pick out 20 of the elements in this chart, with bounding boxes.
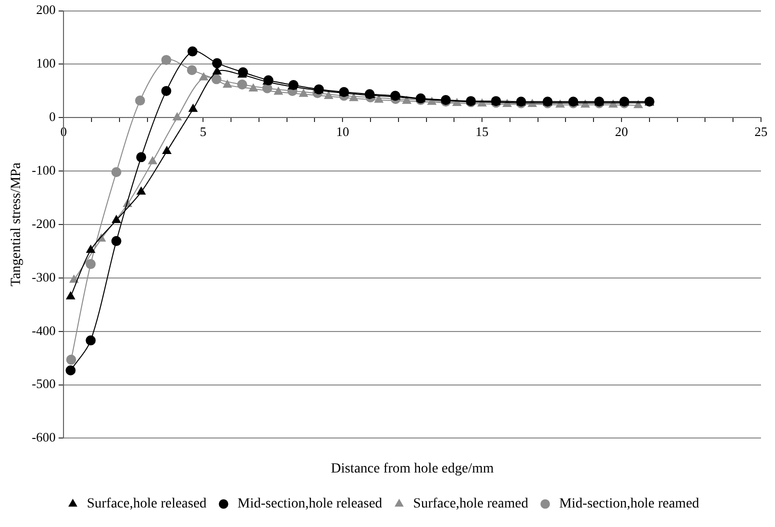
y-tick-label: -200 [32, 216, 56, 231]
legend-label: Mid-section,hole released [238, 496, 382, 512]
y-tick-label: -500 [32, 376, 56, 392]
x-tick-label: 15 [476, 124, 489, 139]
y-tick-label: 100 [36, 56, 56, 71]
legend-label: Surface,hole released [86, 496, 207, 512]
x-tick-label: 20 [615, 124, 628, 139]
x-tick-label: 5 [200, 124, 206, 139]
x-axis-title: Distance from hole edge/mm [330, 461, 494, 476]
y-axis-title: Tangential stress/MPa [9, 162, 24, 286]
y-tick-label: -100 [32, 162, 56, 178]
y-tick-label: 0 [49, 109, 56, 124]
x-tick-label: 25 [754, 124, 768, 139]
y-tick-label: -300 [32, 269, 56, 284]
y-tick-label: 200 [36, 2, 56, 18]
x-tick-label: 10 [336, 124, 350, 139]
y-tick-label: -400 [32, 322, 56, 338]
legend-label: Mid-section,hole reamed [559, 496, 700, 512]
legend-label: Surface,hole reamed [413, 496, 528, 512]
y-tick-label: -600 [32, 430, 56, 445]
